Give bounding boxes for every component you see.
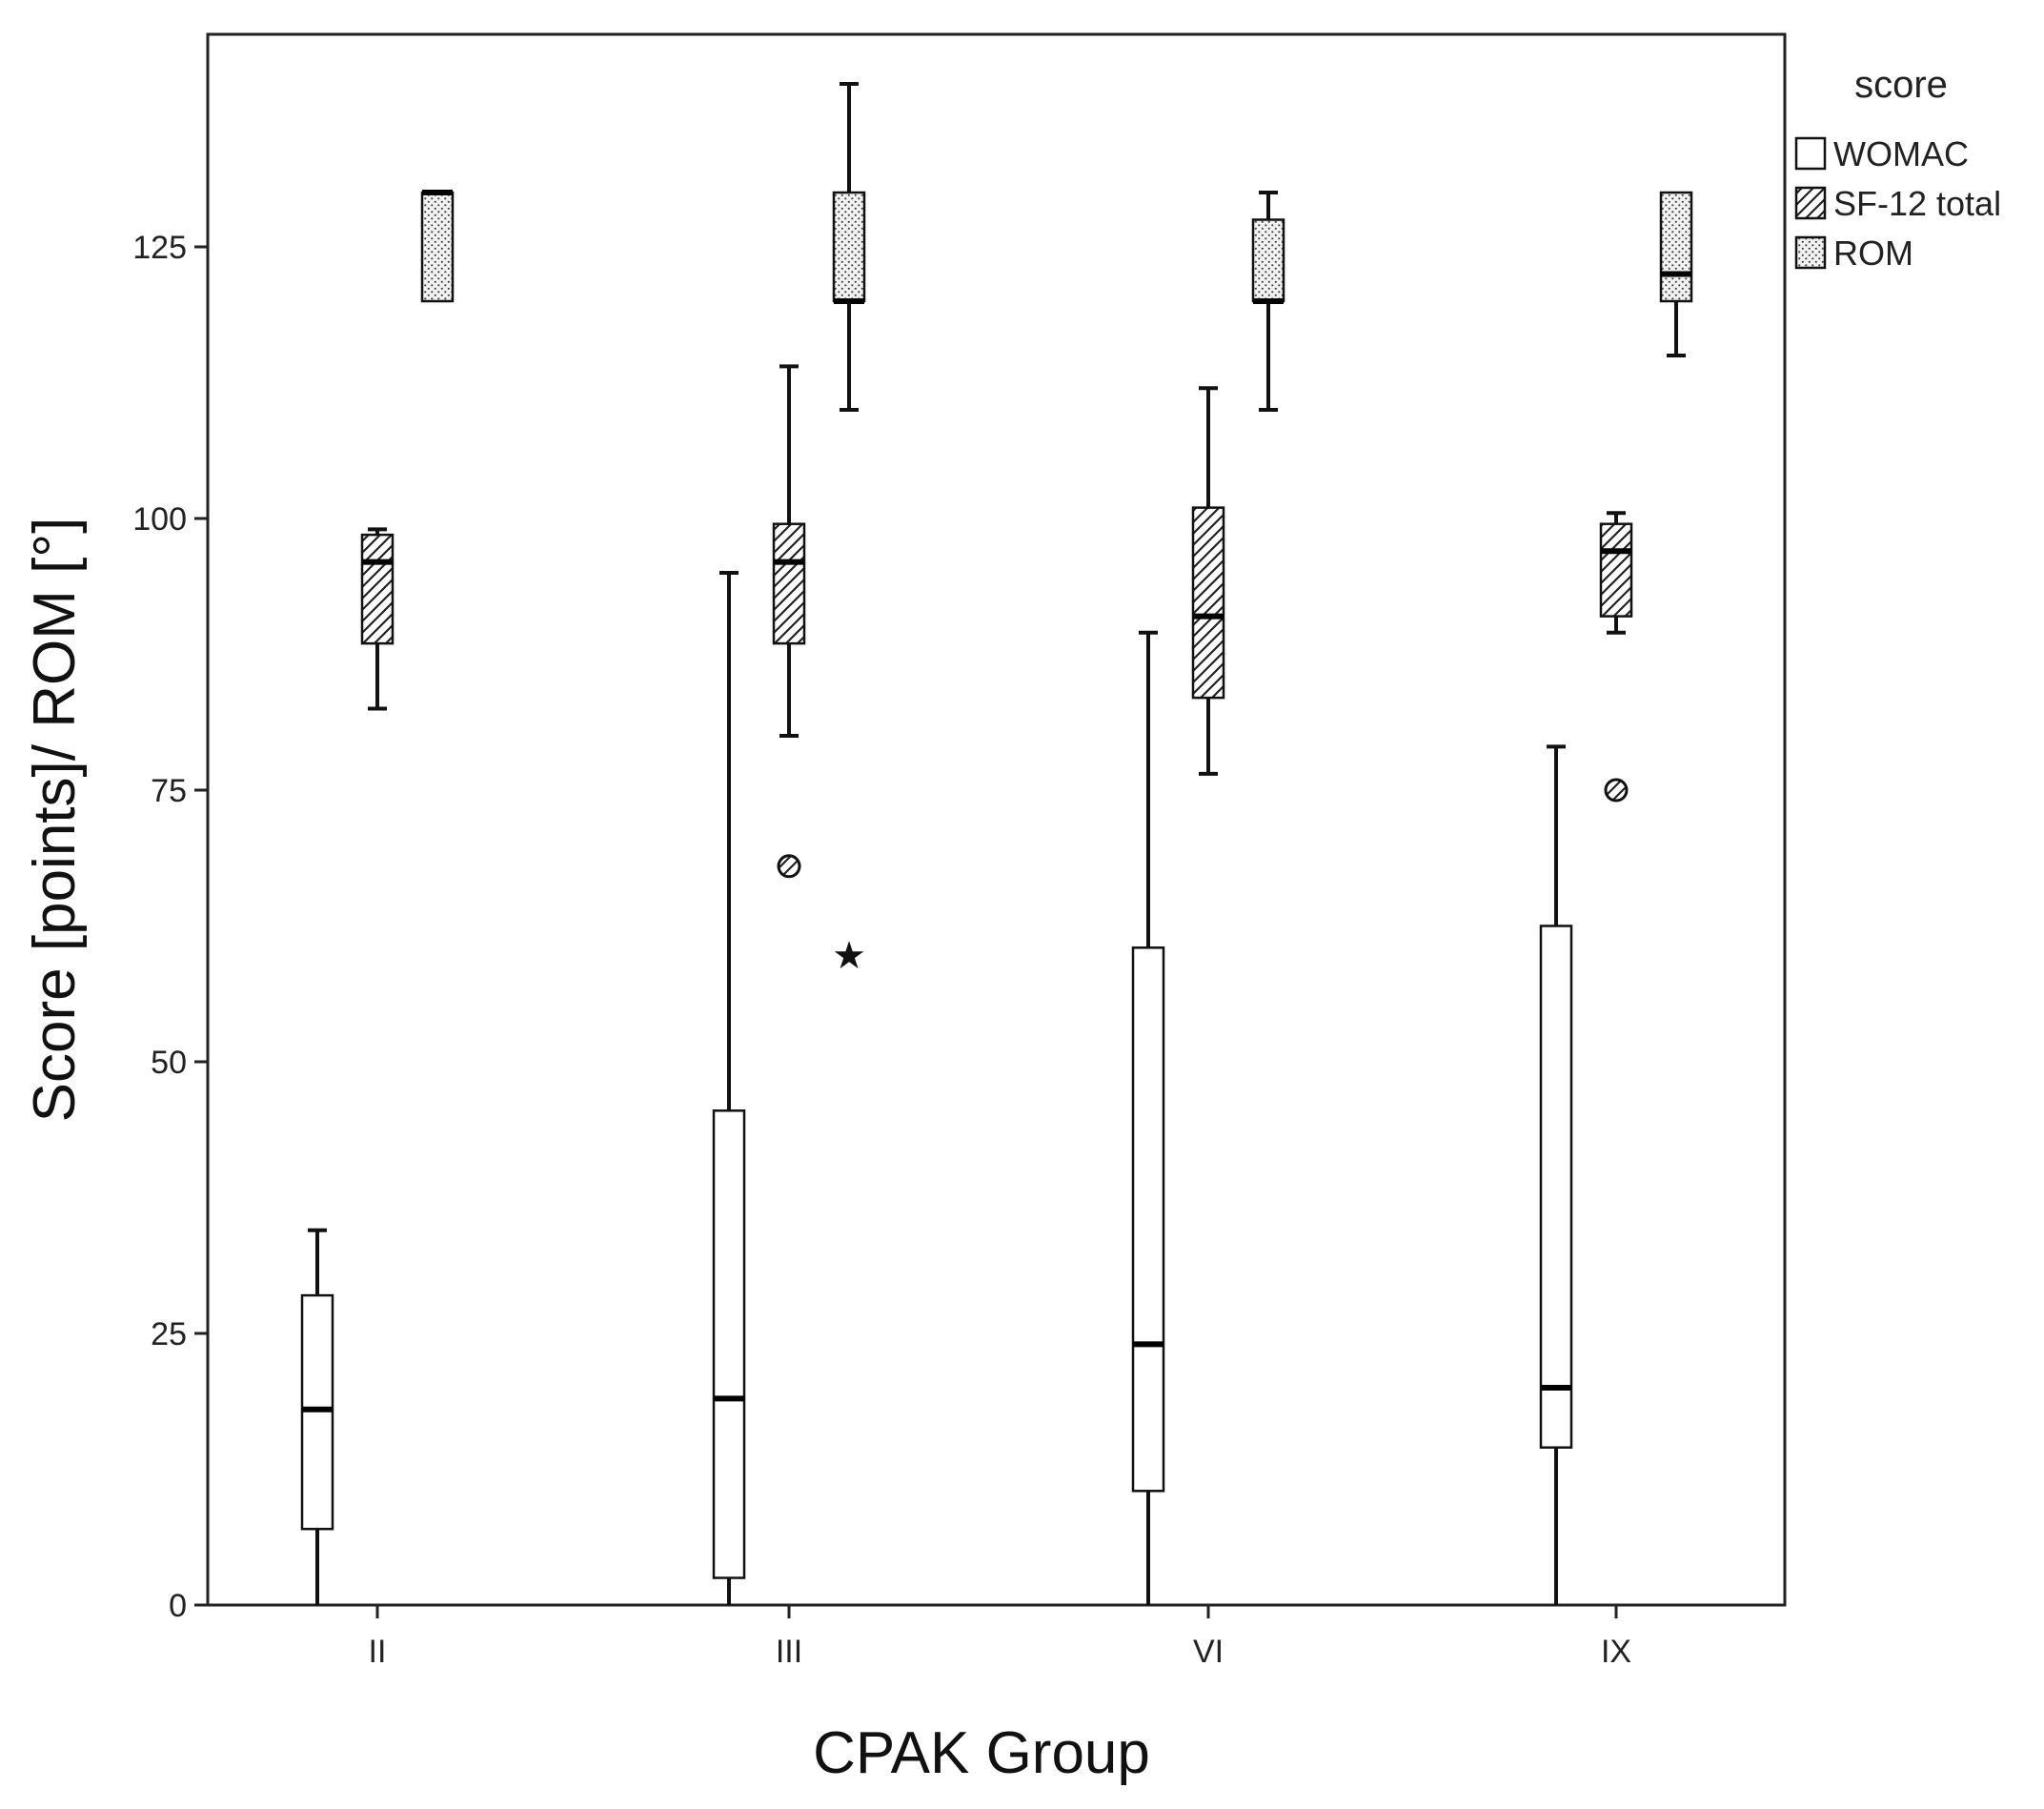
box-dotted-VI [1251,191,1285,412]
y-tick-label: 75 [151,773,187,809]
box-iqr [1131,946,1165,1493]
box-plots: ★ [300,82,1693,1605]
x-tick-label: IX [1601,1634,1631,1670]
y-axis: 0 25 50 75 100 125 [132,230,208,1624]
y-tick-label: 125 [132,230,187,266]
box-hatched-III [772,364,806,879]
box-iqr [420,191,455,303]
box-hatched-VI [1191,386,1225,776]
y-tick-label: 25 [151,1316,187,1352]
legend-swatch [1794,186,1827,220]
box-iqr [1659,191,1693,303]
legend-swatch [1794,235,1827,270]
outlier-circle [777,854,801,879]
legend-title: score [1854,64,1948,106]
y-tick-label: 50 [151,1045,187,1081]
outlier-circle [1604,778,1629,803]
y-tick-label: 0 [169,1588,187,1624]
box-iqr [1599,522,1633,618]
box-dotted-II [420,190,455,303]
box-iqr [360,533,395,645]
y-axis-title: Score [points]/ ROM [°] [22,518,88,1123]
box-plain-III [712,571,746,1605]
outlier [1604,778,1629,803]
box-iqr [832,191,866,303]
x-axis-title: CPAK Group [813,1720,1150,1786]
box-iqr [1539,925,1573,1449]
extreme-star: ★ [832,934,866,978]
x-tick-label: II [369,1634,387,1670]
legend: score WOMAC SF-12 total ROM [1794,64,2001,273]
box-hatched-II [360,527,395,711]
box-iqr [772,522,806,645]
box-hatched-IX [1599,511,1633,803]
box-plain-II [300,1228,334,1605]
legend-label: ROM [1833,234,1913,273]
x-tick-label: III [776,1634,802,1670]
box-plain-VI [1131,630,1165,1605]
box-plain-IX [1539,744,1573,1605]
box-iqr [712,1109,746,1579]
x-axis: II III VI IX [369,1605,1631,1670]
legend-label: SF-12 total [1833,184,2001,223]
box-dotted-III: ★ [832,82,866,978]
legend-item-hatched: SF-12 total [1794,184,2001,223]
legend-swatch [1794,136,1827,171]
box-iqr [1191,506,1225,700]
box-dotted-IX [1659,191,1693,357]
legend-item-dotted: ROM [1794,234,1913,273]
x-tick-label: VI [1193,1634,1224,1670]
outlier [777,854,801,879]
plot-frame [206,32,1787,1607]
legend-item-plain: WOMAC [1794,134,1969,173]
y-tick-label: 100 [132,501,187,538]
legend-label: WOMAC [1833,134,1969,173]
box-iqr [1251,218,1285,303]
